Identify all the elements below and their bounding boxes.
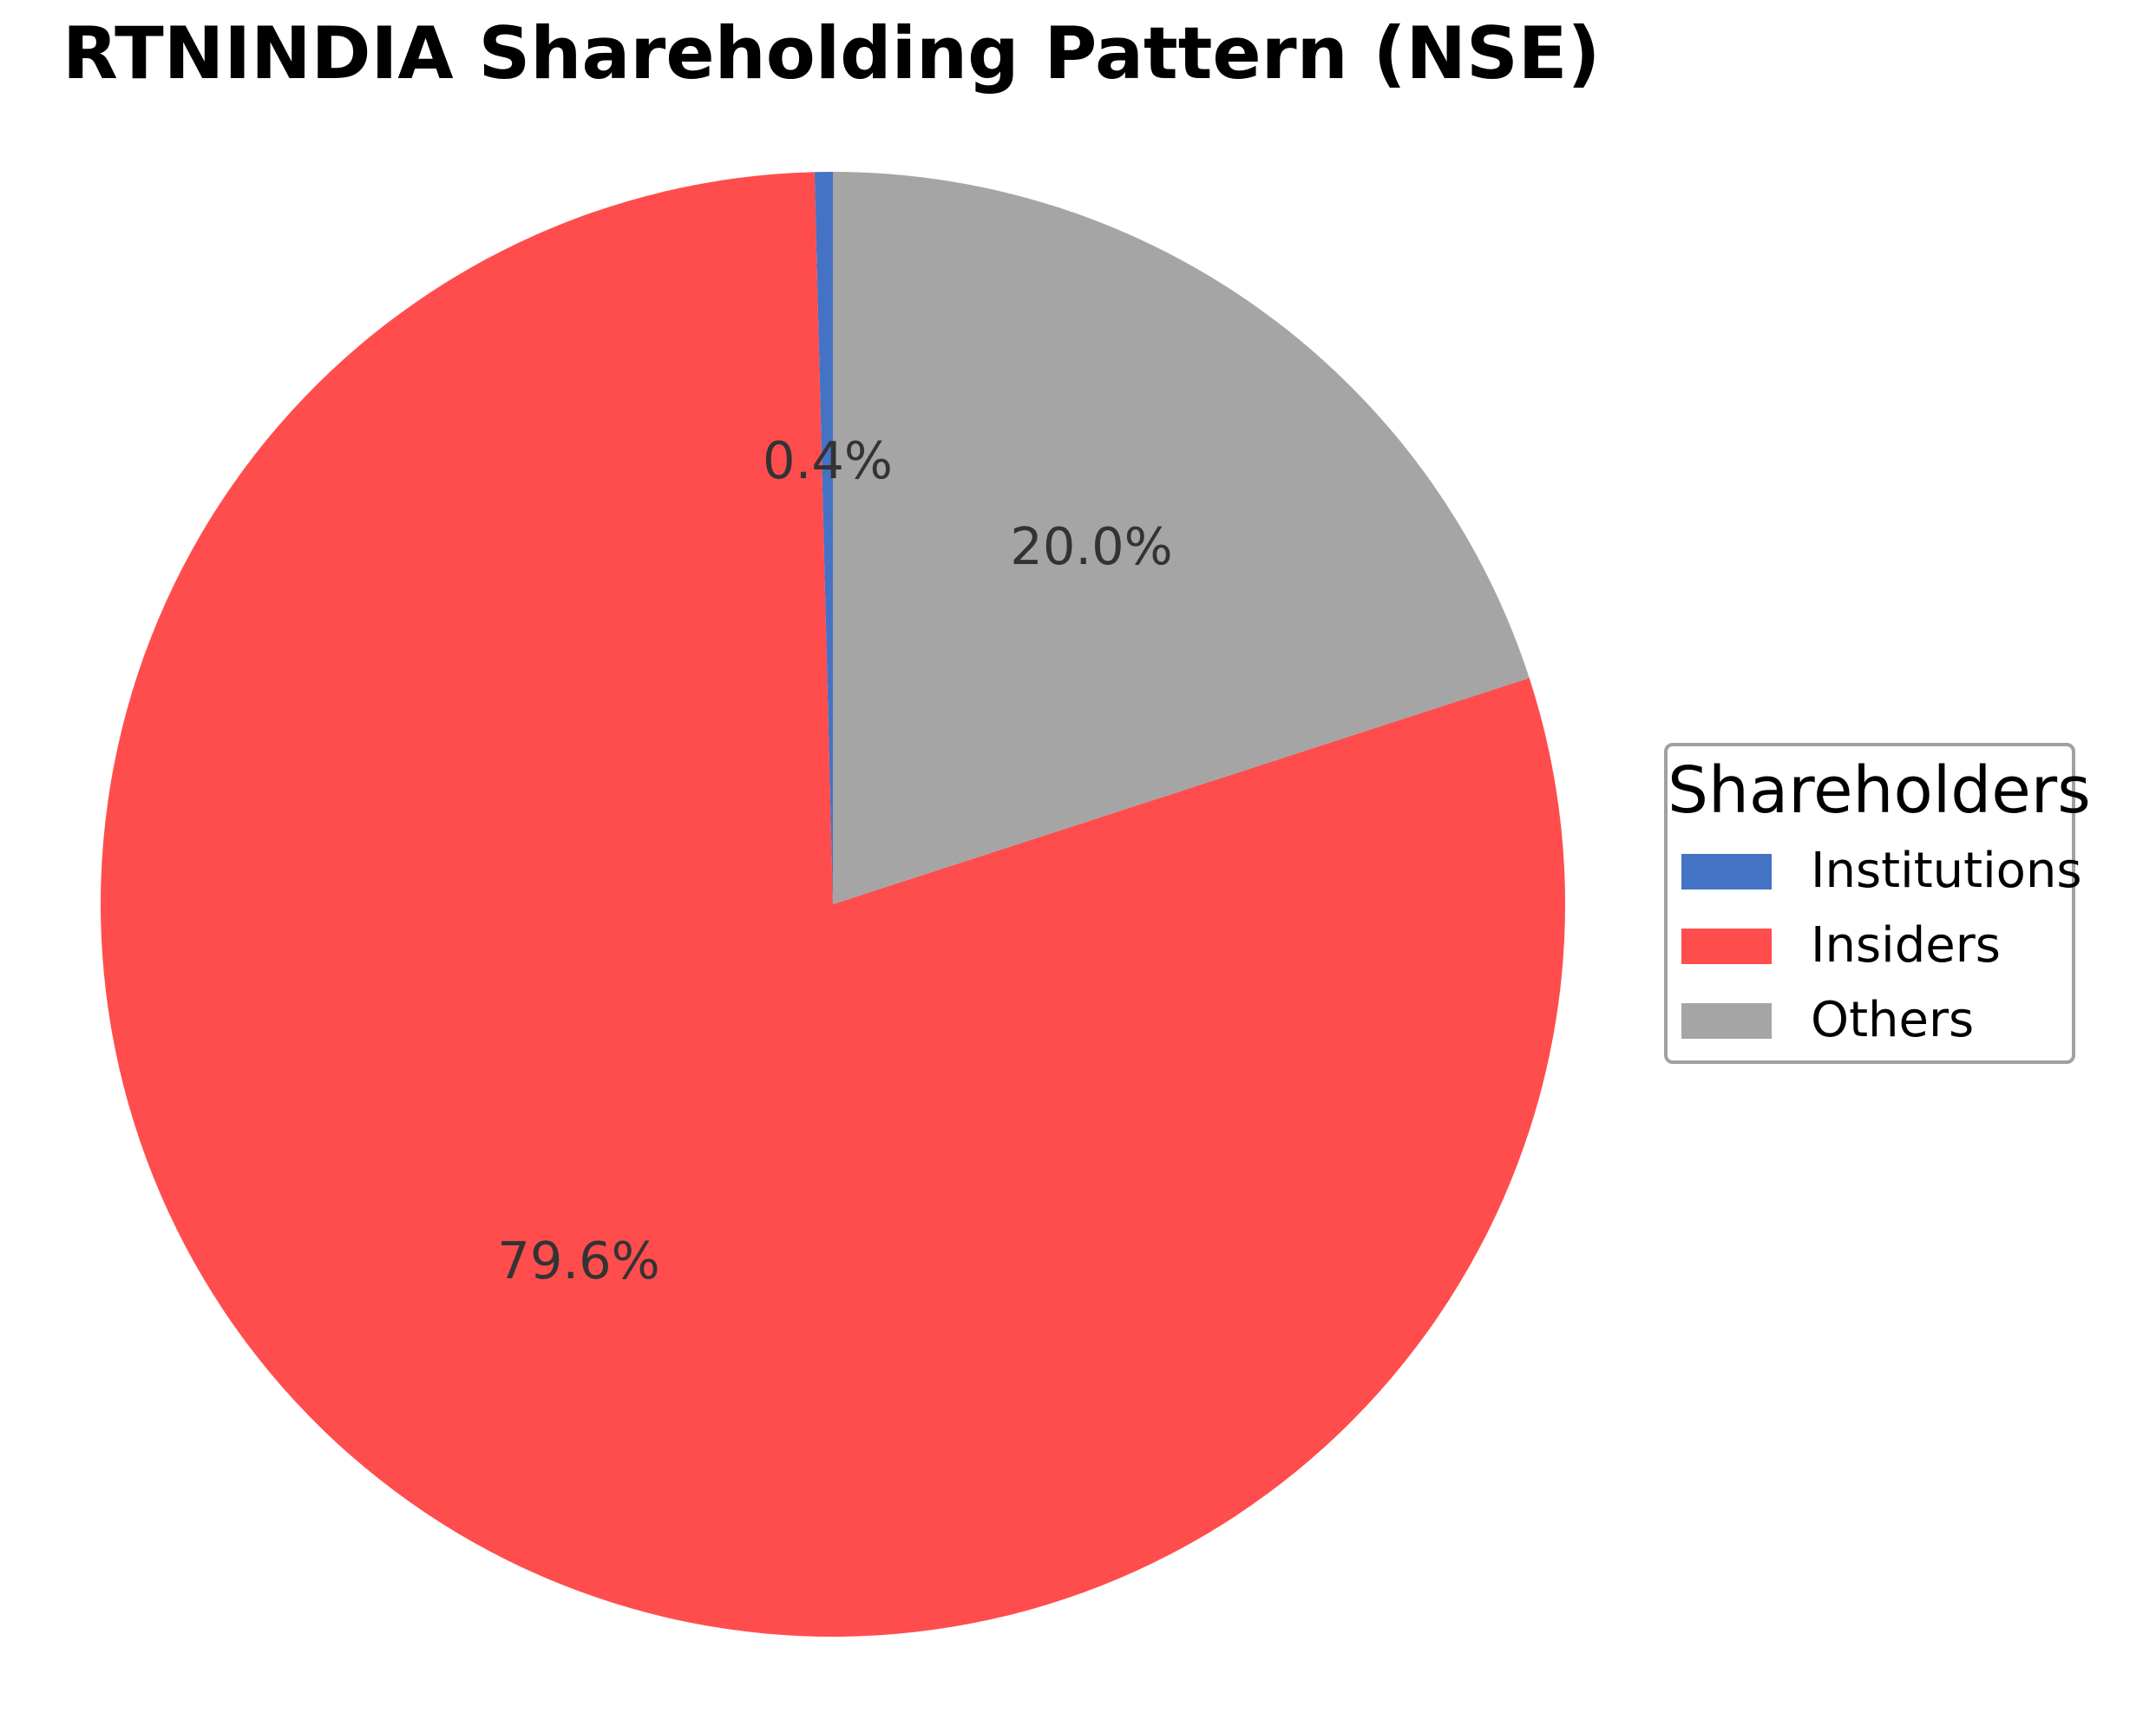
legend-swatch-others (1681, 1002, 1772, 1039)
pie-slice-insiders (101, 172, 1566, 1637)
legend-item-others: Others (1681, 995, 1974, 1047)
slice-label-insiders: 79.6% (497, 1231, 659, 1290)
legend-swatch-institutions (1681, 853, 1772, 889)
slice-label-institutions: 0.4% (763, 430, 893, 490)
legend: Shareholders Institutions Insiders Other… (1664, 743, 2091, 1064)
legend-title: Shareholders (1668, 753, 2091, 828)
legend-label-insiders: Insiders (1811, 917, 2001, 974)
legend-label-others: Others (1811, 992, 1975, 1048)
chart-title: RTNINDIA Shareholding Pattern (NSE) (62, 11, 1601, 95)
legend-swatch-insiders (1681, 928, 1772, 964)
legend-item-insiders: Insiders (1681, 920, 2001, 972)
legend-label-institutions: Institutions (1811, 843, 2082, 899)
pie-slice-others (833, 172, 1530, 904)
pie-slice-institutions (814, 172, 833, 904)
pie-slices (101, 172, 1566, 1637)
slice-label-others: 20.0% (1010, 516, 1172, 576)
legend-item-institutions: Institutions (1681, 845, 2082, 897)
